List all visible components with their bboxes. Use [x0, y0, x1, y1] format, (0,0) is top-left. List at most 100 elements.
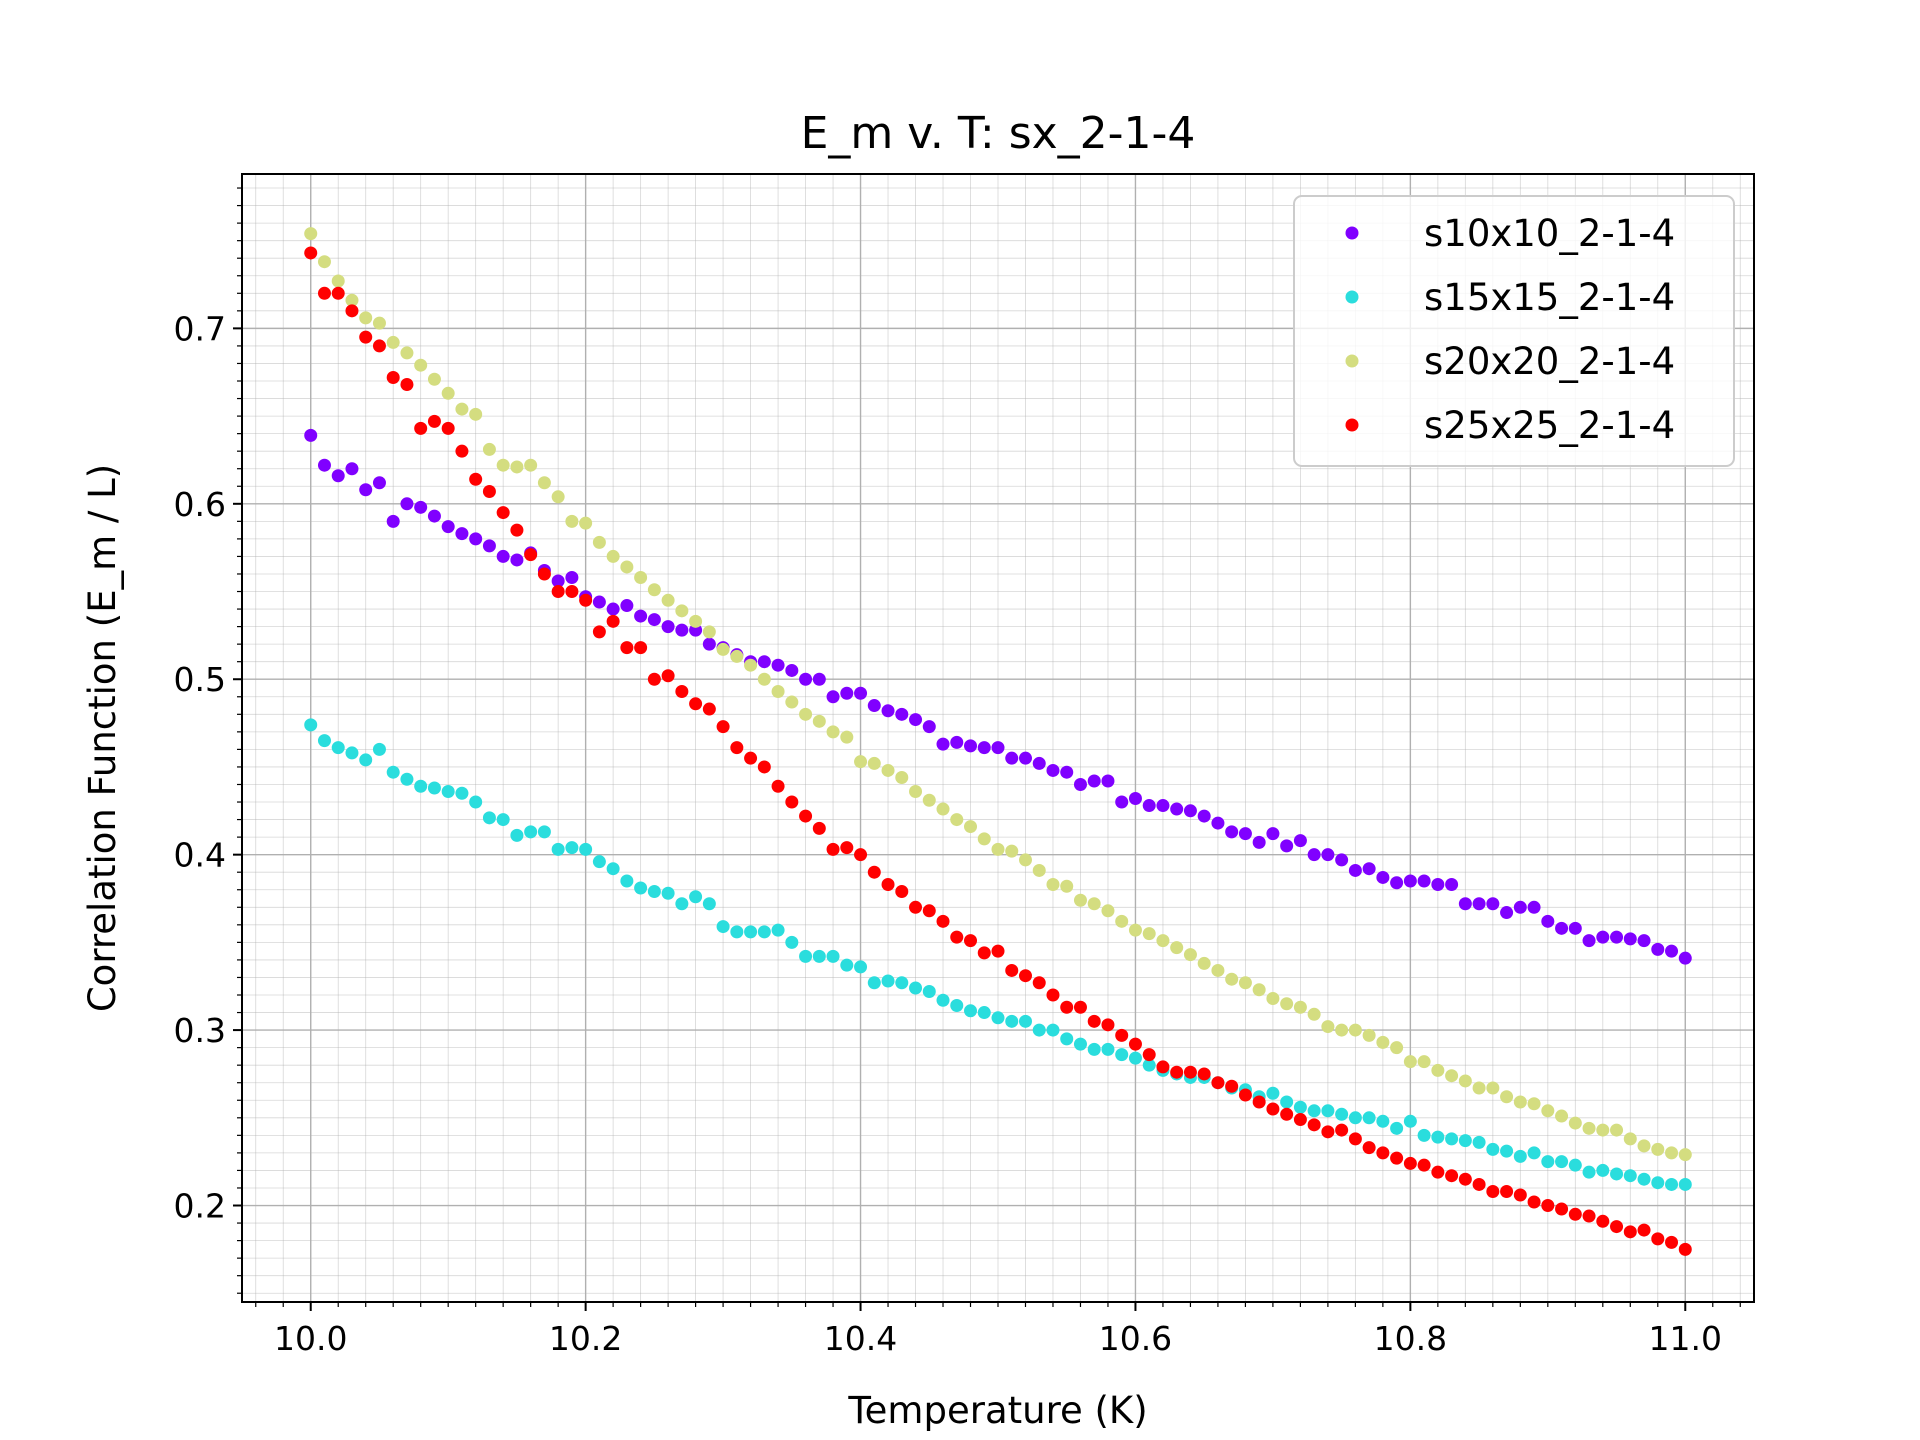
data-point: [455, 402, 469, 416]
data-point: [1623, 1225, 1637, 1239]
data-point: [1623, 1132, 1637, 1146]
data-point: [936, 802, 950, 816]
data-point: [510, 460, 524, 474]
data-point: [1431, 1063, 1445, 1077]
legend-marker: [1345, 354, 1359, 368]
data-point: [1321, 1020, 1335, 1034]
data-point: [427, 414, 441, 428]
data-point: [1348, 863, 1362, 877]
data-point: [950, 735, 964, 749]
y-axis-label: Correlation Function (E_m / L): [81, 464, 124, 1012]
data-point: [1128, 923, 1142, 937]
data-point: [1486, 1081, 1500, 1095]
data-point: [1610, 1167, 1624, 1181]
data-point: [372, 476, 386, 490]
data-point: [1458, 1134, 1472, 1148]
data-point: [1252, 835, 1266, 849]
series-s10x10_2-1-4: [304, 428, 1692, 965]
data-point: [1046, 988, 1060, 1002]
chart-title: E_m v. T: sx_2-1-4: [801, 108, 1196, 159]
data-point: [1073, 1000, 1087, 1014]
data-point: [1280, 839, 1294, 853]
data-point: [1623, 1169, 1637, 1183]
data-point: [496, 813, 510, 827]
data-point: [1252, 983, 1266, 997]
data-point: [1403, 874, 1417, 888]
data-point: [1445, 1132, 1459, 1146]
data-point: [675, 685, 689, 699]
data-point: [455, 786, 469, 800]
data-point: [1238, 827, 1252, 841]
data-point: [634, 641, 648, 655]
data-point: [359, 753, 373, 767]
data-point: [1362, 862, 1376, 876]
legend-box: [1293, 195, 1735, 467]
data-point: [991, 1011, 1005, 1025]
data-point: [331, 741, 345, 755]
data-point: [1541, 1104, 1555, 1118]
data-point: [427, 509, 441, 523]
data-point: [1293, 834, 1307, 848]
data-point: [1513, 1149, 1527, 1163]
data-point: [551, 490, 565, 504]
data-point: [854, 960, 868, 974]
data-point: [1527, 1195, 1541, 1209]
data-point: [441, 421, 455, 435]
data-point: [1087, 1042, 1101, 1056]
data-point: [826, 842, 840, 856]
data-point: [1362, 1111, 1376, 1125]
data-point: [1115, 795, 1129, 809]
data-point: [881, 974, 895, 988]
data-point: [702, 702, 716, 716]
data-point: [1101, 1018, 1115, 1032]
data-point: [1321, 1125, 1335, 1139]
legend: s10x10_2-1-4 s15x15_2-1-4 s20x20_2-1-4 s25x…: [1293, 195, 1735, 467]
data-point: [1046, 877, 1060, 891]
data-point: [1445, 877, 1459, 891]
data-point: [1390, 1121, 1404, 1135]
data-point: [1115, 1028, 1129, 1042]
data-point: [1280, 1095, 1294, 1109]
data-point: [1101, 1042, 1115, 1056]
data-point: [867, 699, 881, 713]
data-point: [1197, 809, 1211, 823]
legend-label: s10x10_2-1-4: [1424, 212, 1675, 255]
data-point: [1541, 1199, 1555, 1213]
data-point: [1665, 1235, 1679, 1249]
data-point: [909, 785, 923, 799]
data-point: [702, 637, 716, 651]
data-point: [469, 532, 483, 546]
legend-label: s15x15_2-1-4: [1424, 276, 1675, 319]
data-point: [991, 842, 1005, 856]
data-point: [1486, 1142, 1500, 1156]
data-point: [304, 246, 318, 260]
data-point: [730, 649, 744, 663]
data-point: [1348, 1111, 1362, 1125]
data-point: [689, 614, 703, 628]
data-point: [1348, 1132, 1362, 1146]
data-point: [867, 976, 881, 990]
data-point: [744, 925, 758, 939]
data-point: [620, 874, 634, 888]
data-point: [1472, 897, 1486, 911]
x-tick-label: 10.6: [1099, 1319, 1172, 1358]
data-point: [1417, 1055, 1431, 1069]
data-point: [716, 642, 730, 656]
data-point: [977, 741, 991, 755]
data-point: [1335, 1123, 1349, 1137]
data-point: [1637, 1223, 1651, 1237]
data-point: [1128, 1051, 1142, 1065]
data-point: [1060, 765, 1074, 779]
data-point: [1307, 1118, 1321, 1132]
data-point: [1018, 1014, 1032, 1028]
data-point: [482, 539, 496, 553]
data-point: [565, 585, 579, 599]
data-point: [372, 339, 386, 353]
data-point: [1390, 1041, 1404, 1055]
data-point: [661, 620, 675, 634]
data-point: [1582, 1165, 1596, 1179]
data-point: [1156, 934, 1170, 948]
data-point: [1073, 893, 1087, 907]
data-point: [1403, 1114, 1417, 1128]
